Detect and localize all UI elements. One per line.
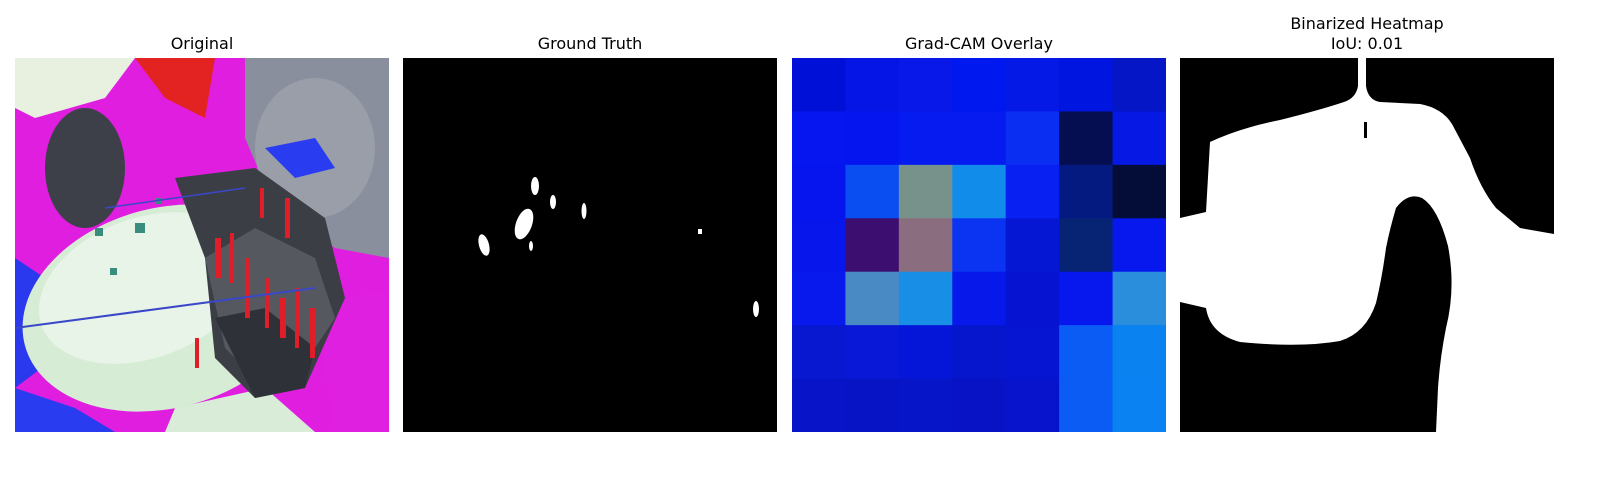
gradcam-cell <box>898 111 953 166</box>
gradcam-cell <box>792 378 847 432</box>
gradcam-cell <box>1112 218 1166 273</box>
gradcam-cell <box>792 325 847 380</box>
gradcam-cell <box>1059 325 1114 380</box>
gradcam-cell <box>1112 111 1166 166</box>
gradcam-cell <box>1005 218 1060 273</box>
gradcam-cell <box>898 325 953 380</box>
gradcam-cell <box>792 111 847 166</box>
gradcam-cell <box>845 164 900 219</box>
panel-title: Ground Truth <box>537 34 643 53</box>
gradcam-cell <box>792 164 847 219</box>
gradcam-cell <box>1059 378 1114 432</box>
gradcam-cell <box>898 58 953 113</box>
gradcam-cell <box>1005 58 1060 113</box>
gradcam-cell <box>952 325 1007 380</box>
gradcam-cell <box>1112 378 1166 432</box>
panel-gradcam-overlay: Grad-CAM Overlay <box>792 0 1166 450</box>
gradcam-cell <box>952 378 1007 432</box>
gradcam-cell <box>952 218 1007 273</box>
gradcam-cell <box>1005 271 1060 326</box>
gradcam-cell <box>952 271 1007 326</box>
gradcam-cell <box>1059 271 1114 326</box>
gradcam-overlay-image <box>792 58 1166 432</box>
gradcam-cell <box>952 164 1007 219</box>
ground-truth-mask <box>403 58 777 432</box>
gradcam-cell <box>1112 58 1166 113</box>
iou-label: IoU: 0.01 <box>1330 34 1404 53</box>
gradcam-cell <box>845 271 900 326</box>
gradcam-cell <box>952 58 1007 113</box>
gradcam-cell <box>1005 325 1060 380</box>
gradcam-cell <box>1005 111 1060 166</box>
gradcam-cell <box>792 271 847 326</box>
gradcam-cell <box>1112 325 1166 380</box>
gradcam-cell <box>845 111 900 166</box>
gradcam-cell <box>898 164 953 219</box>
original-image <box>15 58 389 432</box>
panel-original: Original <box>15 0 389 450</box>
gradcam-cell <box>1059 111 1114 166</box>
gradcam-cell <box>1112 271 1166 326</box>
gradcam-cell <box>792 218 847 273</box>
panel-title: Grad-CAM Overlay <box>905 34 1053 53</box>
gradcam-cell <box>1059 58 1114 113</box>
gradcam-cell <box>1112 164 1166 219</box>
gradcam-cell <box>1059 164 1114 219</box>
gradcam-cell <box>898 271 953 326</box>
gradcam-cell <box>898 218 953 273</box>
gradcam-cell <box>1005 164 1060 219</box>
gradcam-cell <box>845 58 900 113</box>
gradcam-cell <box>952 111 1007 166</box>
panel-title: Original <box>170 34 234 53</box>
gradcam-cell <box>845 218 900 273</box>
binarized-heatmap-image <box>1180 58 1554 432</box>
gradcam-cell <box>898 378 953 432</box>
panel-ground-truth: Ground Truth <box>403 0 777 450</box>
panel-binarized-heatmap: Binarized Heatmap IoU: 0.01 <box>1180 0 1554 450</box>
panel-title: Binarized Heatmap <box>1290 14 1444 33</box>
gradcam-cell <box>1059 218 1114 273</box>
gradcam-cell <box>792 58 847 113</box>
gradcam-cell <box>845 378 900 432</box>
gradcam-cell <box>1005 378 1060 432</box>
gradcam-cell <box>845 325 900 380</box>
